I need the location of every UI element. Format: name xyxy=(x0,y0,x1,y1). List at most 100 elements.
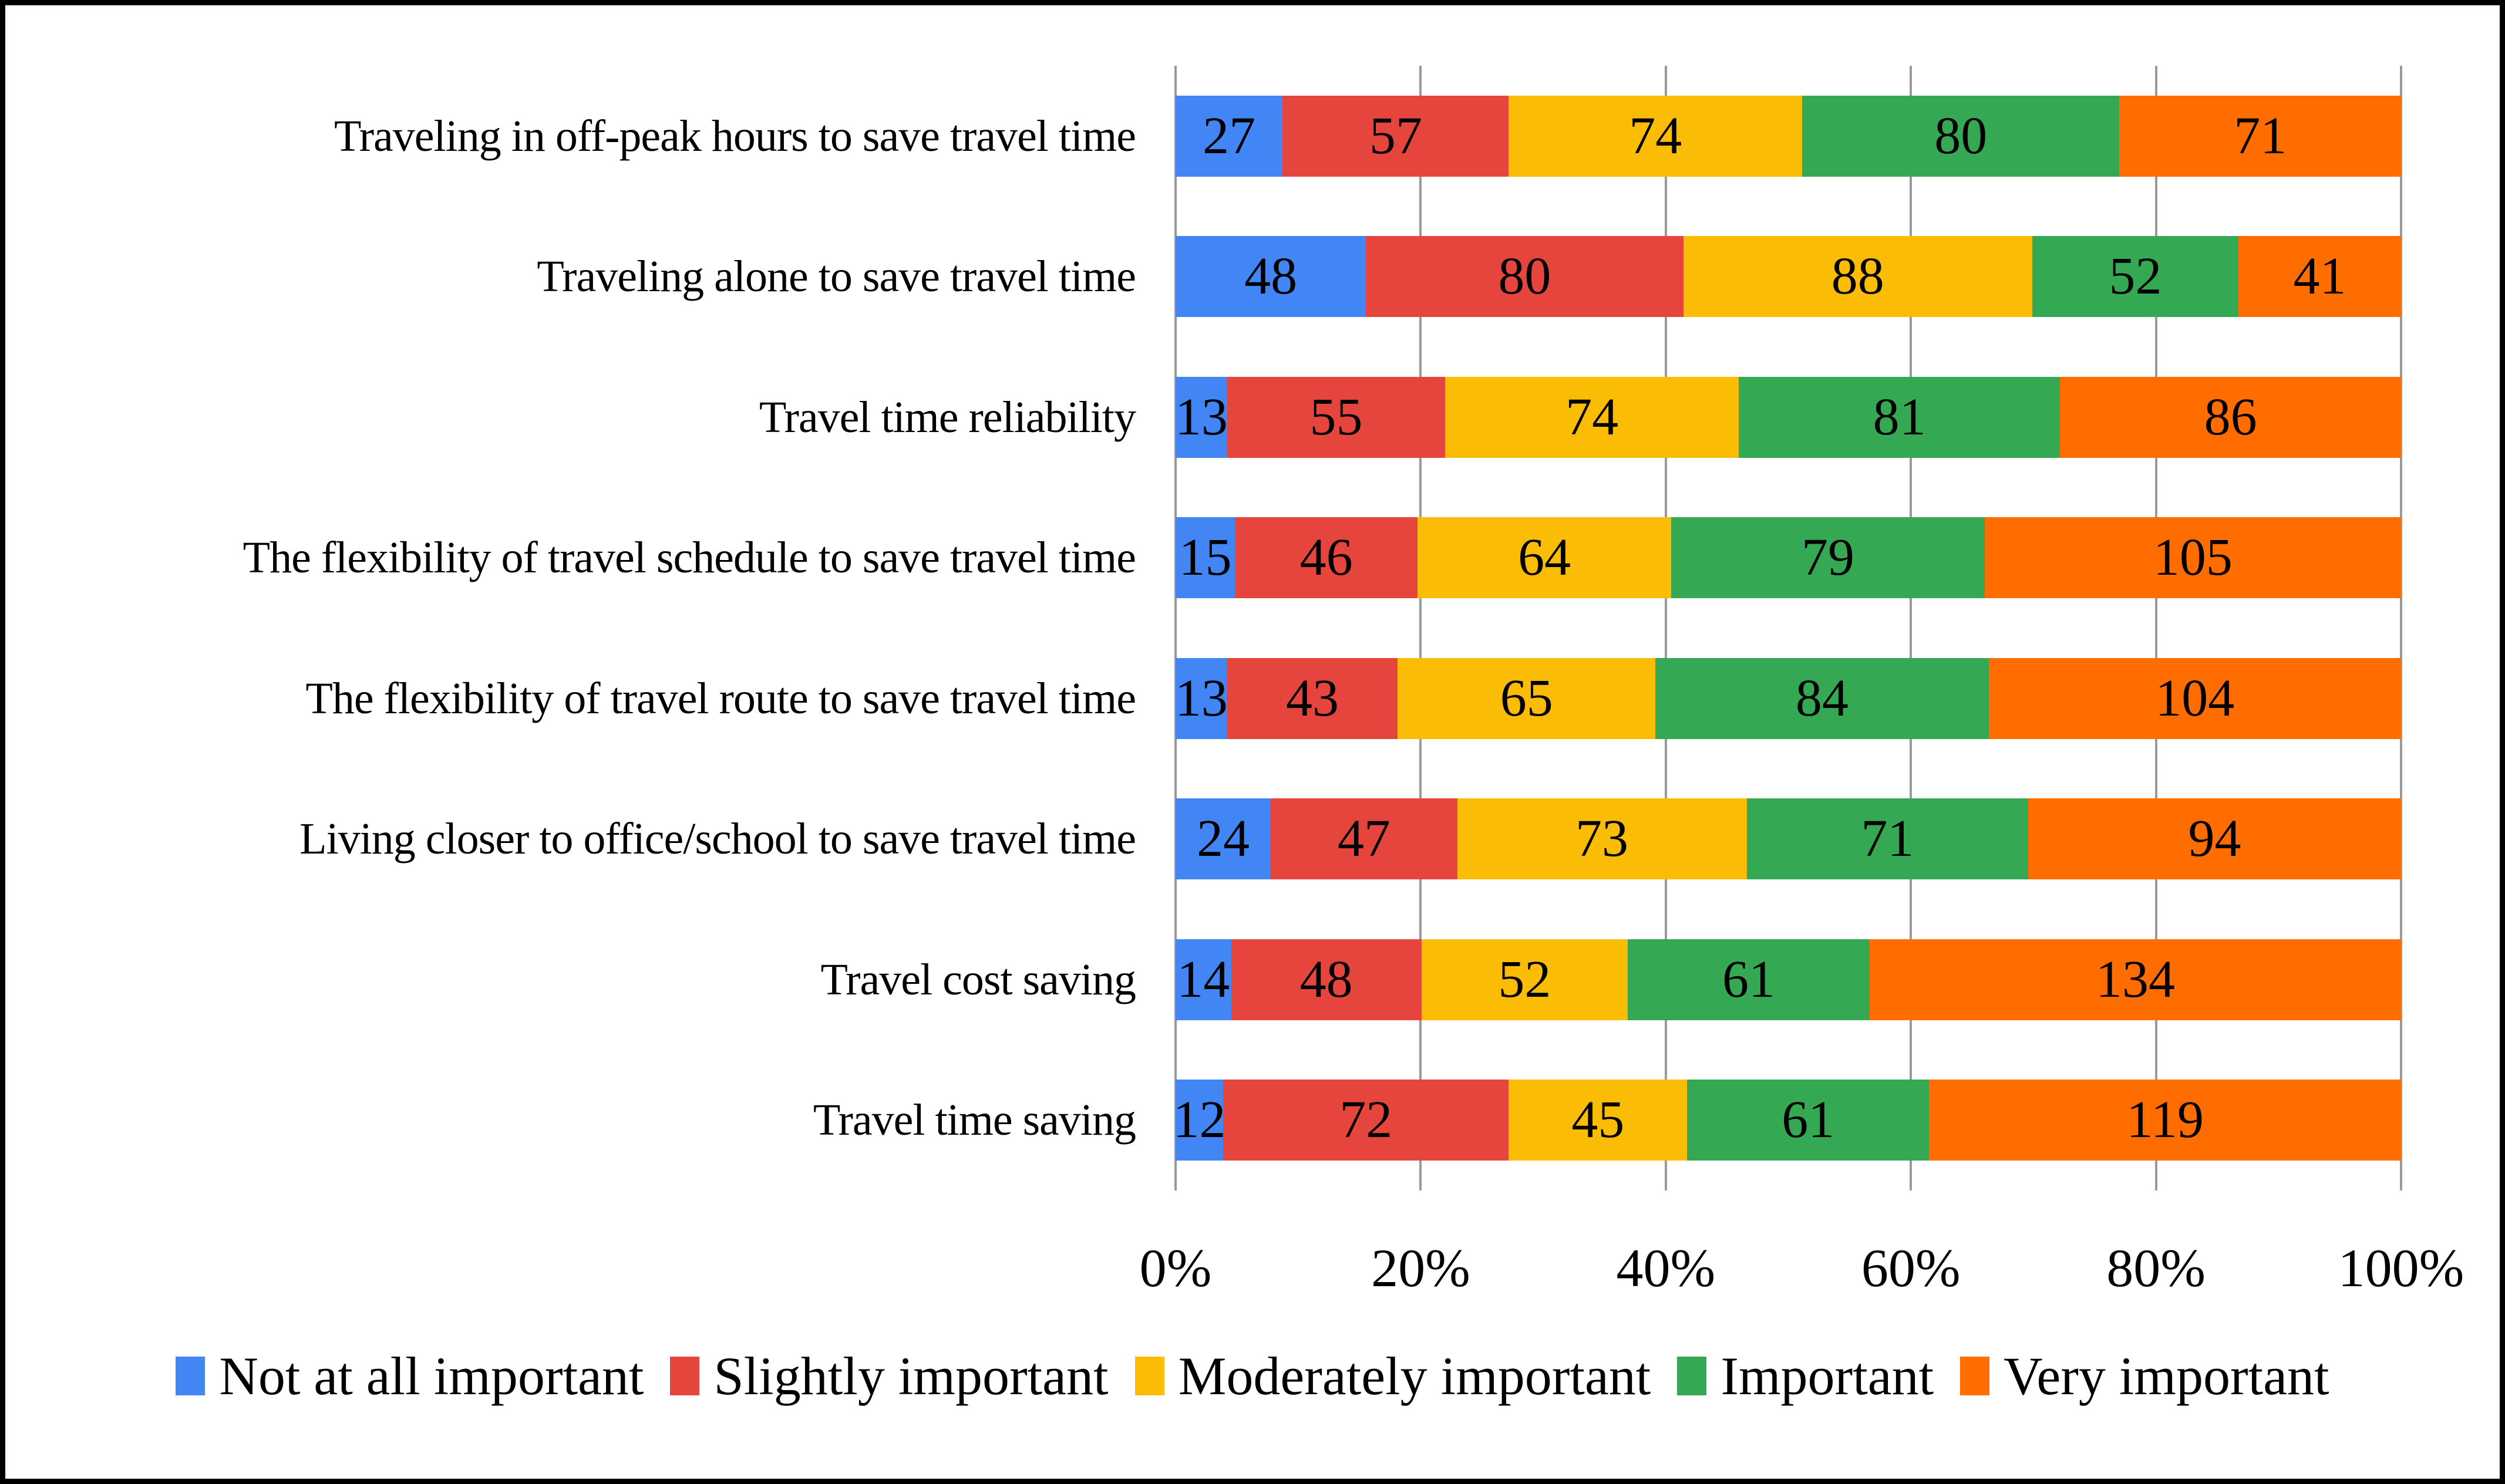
legend-item: Moderately important xyxy=(1134,1346,1651,1406)
category-label: The flexibility of travel schedule to sa… xyxy=(243,533,1136,583)
bar-value-label: 94 xyxy=(2188,810,2241,868)
legend-color-swatch xyxy=(1960,1357,1990,1395)
bar-segment: 52 xyxy=(2032,236,2239,318)
bar-segment: 88 xyxy=(1683,236,2032,318)
gridline xyxy=(2154,66,2157,1190)
bar-value-label: 80 xyxy=(1498,247,1551,306)
bar-segment: 71 xyxy=(2119,95,2401,177)
bar-row: 48 80 88 52 41 xyxy=(1176,236,2401,318)
bar-value-label: 88 xyxy=(1831,247,1884,306)
bar-value-label: 46 xyxy=(1299,528,1353,587)
category-label: Travel time saving xyxy=(813,1095,1136,1145)
bar-value-label: 61 xyxy=(1722,950,1775,1009)
bar-value-label: 79 xyxy=(1802,528,1855,587)
bar-row: 15 46 64 79 105 xyxy=(1176,517,2401,599)
bar-segment: 48 xyxy=(1231,939,1422,1020)
bar-value-label: 13 xyxy=(1174,387,1228,446)
bar-value-label: 52 xyxy=(1498,950,1551,1009)
bar-segment: 74 xyxy=(1509,95,1803,177)
legend-item: Slightly important xyxy=(670,1349,1109,1403)
bar-value-label: 119 xyxy=(2126,1091,2204,1149)
category-label: Traveling alone to save travel time xyxy=(537,252,1136,302)
bar-segment: 15 xyxy=(1176,517,1235,599)
gridline xyxy=(2400,66,2402,1190)
category-label: Living closer to office/school to save t… xyxy=(299,814,1136,864)
legend-color-swatch xyxy=(1134,1357,1164,1395)
bar-segment: 94 xyxy=(2028,798,2401,880)
bar-row: 24 47 73 71 94 xyxy=(1176,798,2401,880)
legend-color-swatch xyxy=(1677,1357,1707,1395)
bar-row: 27 57 74 80 71 xyxy=(1176,95,2401,177)
bar-segment: 119 xyxy=(1929,1080,2402,1161)
bar-value-label: 74 xyxy=(1565,387,1619,446)
x-axis-tick-label: 0% xyxy=(1139,1238,1212,1298)
bar-segment: 105 xyxy=(1984,517,2401,599)
gridline xyxy=(1174,66,1177,1190)
bar-value-label: 41 xyxy=(2293,247,2346,306)
bar-segment: 61 xyxy=(1687,1080,1930,1161)
bar-value-label: 14 xyxy=(1177,950,1230,1009)
bar-value-label: 12 xyxy=(1173,1091,1226,1149)
bar-segment: 45 xyxy=(1509,1080,1688,1161)
legend: Not at all important Slightly important Mo… xyxy=(5,1344,2500,1408)
bar-value-label: 48 xyxy=(1299,950,1353,1009)
bar-value-label: 13 xyxy=(1174,669,1228,727)
bar-segment: 57 xyxy=(1282,95,1509,177)
bar-segment: 43 xyxy=(1227,657,1398,739)
bar-value-label: 105 xyxy=(2153,528,2233,587)
x-axis-tick-label: 80% xyxy=(2106,1238,2206,1298)
bar-segment: 79 xyxy=(1671,517,1985,599)
bar-value-label: 86 xyxy=(2204,387,2257,446)
legend-label: Important xyxy=(1720,1346,1934,1406)
legend-item: Important xyxy=(1677,1349,1934,1403)
bar-value-label: 71 xyxy=(1861,810,1914,868)
bar-segment: 61 xyxy=(1627,939,1870,1020)
bar-segment: 65 xyxy=(1398,657,1656,739)
bar-segment: 71 xyxy=(1746,798,2029,880)
bar-segment: 12 xyxy=(1173,1080,1226,1161)
bar-segment: 46 xyxy=(1235,517,1418,599)
category-label: Travel time reliability xyxy=(759,392,1136,442)
bar-row: 13 55 74 81 86 xyxy=(1174,376,2401,458)
bar-value-label: 24 xyxy=(1197,810,1250,868)
bar-segment: 13 xyxy=(1174,376,1228,458)
bar-value-label: 80 xyxy=(1934,106,1988,165)
bar-value-label: 52 xyxy=(2109,247,2162,306)
bar-segment: 84 xyxy=(1655,657,1989,739)
legend-label: Not at all important xyxy=(219,1346,644,1406)
bar-value-label: 47 xyxy=(1337,810,1390,868)
bar-segment: 80 xyxy=(1366,236,1684,318)
bar-segment: 104 xyxy=(1988,657,2401,739)
bar-value-label: 71 xyxy=(2234,106,2287,165)
bar-value-label: 57 xyxy=(1369,106,1422,165)
bar-segment: 13 xyxy=(1174,657,1228,739)
bar-segment: 64 xyxy=(1418,517,1672,599)
bar-row: 14 48 52 61 134 xyxy=(1176,939,2401,1020)
x-axis-tick-label: 40% xyxy=(1616,1238,1716,1298)
legend-color-swatch xyxy=(670,1357,700,1395)
bar-segment: 52 xyxy=(1421,939,1628,1020)
bar-value-label: 74 xyxy=(1629,106,1682,165)
bar-segment: 72 xyxy=(1223,1080,1509,1161)
bar-value-label: 43 xyxy=(1286,669,1339,727)
bar-value-label: 84 xyxy=(1795,669,1849,727)
bar-segment: 27 xyxy=(1176,95,1283,177)
legend-item: Not at all important xyxy=(176,1349,644,1403)
category-label: The flexibility of travel route to save … xyxy=(305,673,1136,723)
bar-segment: 24 xyxy=(1176,798,1271,880)
legend-color-swatch xyxy=(176,1357,206,1395)
bar-value-label: 134 xyxy=(2095,950,2175,1009)
legend-item: Very important xyxy=(1960,1349,2329,1403)
bar-value-label: 64 xyxy=(1518,528,1571,587)
bar-value-label: 48 xyxy=(1244,247,1298,306)
bar-segment: 55 xyxy=(1227,376,1446,458)
bar-segment: 41 xyxy=(2238,236,2401,318)
gridline xyxy=(1419,66,1422,1190)
bar-row: 12 72 45 61 119 xyxy=(1173,1080,2402,1161)
legend-label: Very important xyxy=(2004,1346,2329,1406)
gridline xyxy=(1910,66,1913,1190)
bar-segment: 134 xyxy=(1869,939,2401,1020)
legend-label: Moderately important xyxy=(1178,1346,1651,1406)
bar-segment: 81 xyxy=(1739,376,2060,458)
